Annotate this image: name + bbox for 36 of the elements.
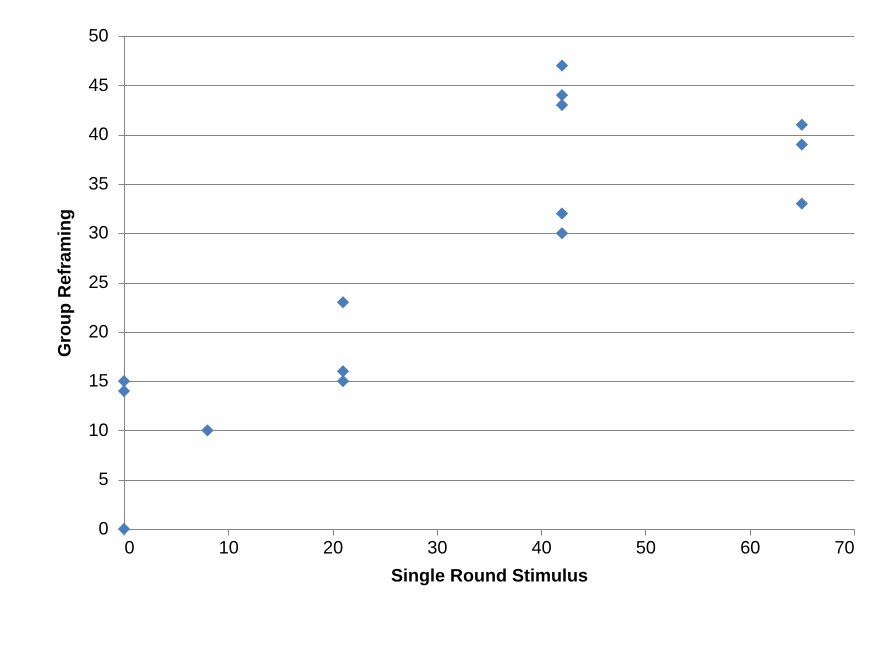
point xyxy=(118,522,130,536)
y-tick-label: 5 xyxy=(98,469,108,490)
y-axis-title: Group Reframing xyxy=(54,208,74,358)
y-tick-label: 20 xyxy=(88,321,108,342)
y-tick-label: 25 xyxy=(88,272,108,292)
x-tick-label: 70 xyxy=(834,538,854,558)
y-tick-label: 0 xyxy=(98,518,108,538)
x-tick-label: 20 xyxy=(323,538,344,558)
x-tick-label: 30 xyxy=(427,538,448,558)
point xyxy=(336,374,350,388)
point xyxy=(796,138,808,151)
point xyxy=(796,197,808,210)
y-tick-label: 50 xyxy=(88,26,108,46)
x-tick-label: 10 xyxy=(218,538,239,558)
x-tick-label: 50 xyxy=(636,538,656,558)
point xyxy=(118,384,130,398)
point xyxy=(556,89,568,102)
y-tick-label: 40 xyxy=(88,124,108,144)
x-tick-label: 40 xyxy=(532,538,552,558)
y-tick-label: 30 xyxy=(88,222,108,243)
point xyxy=(336,365,350,378)
x-tick-label: 0 xyxy=(124,538,135,558)
point xyxy=(336,296,350,308)
point xyxy=(556,207,568,220)
point xyxy=(556,59,568,72)
y-tick-label: 35 xyxy=(88,173,108,194)
point xyxy=(796,118,808,131)
y-tick-label: 10 xyxy=(88,420,108,440)
point xyxy=(118,374,130,388)
y-tick-label: 45 xyxy=(88,74,108,95)
y-tick-label: 15 xyxy=(88,370,108,391)
point xyxy=(201,424,214,437)
x-tick-label: 60 xyxy=(740,538,760,558)
point xyxy=(556,98,568,112)
point xyxy=(556,227,568,240)
x-axis-title: Single Round Stimulus xyxy=(391,566,588,586)
